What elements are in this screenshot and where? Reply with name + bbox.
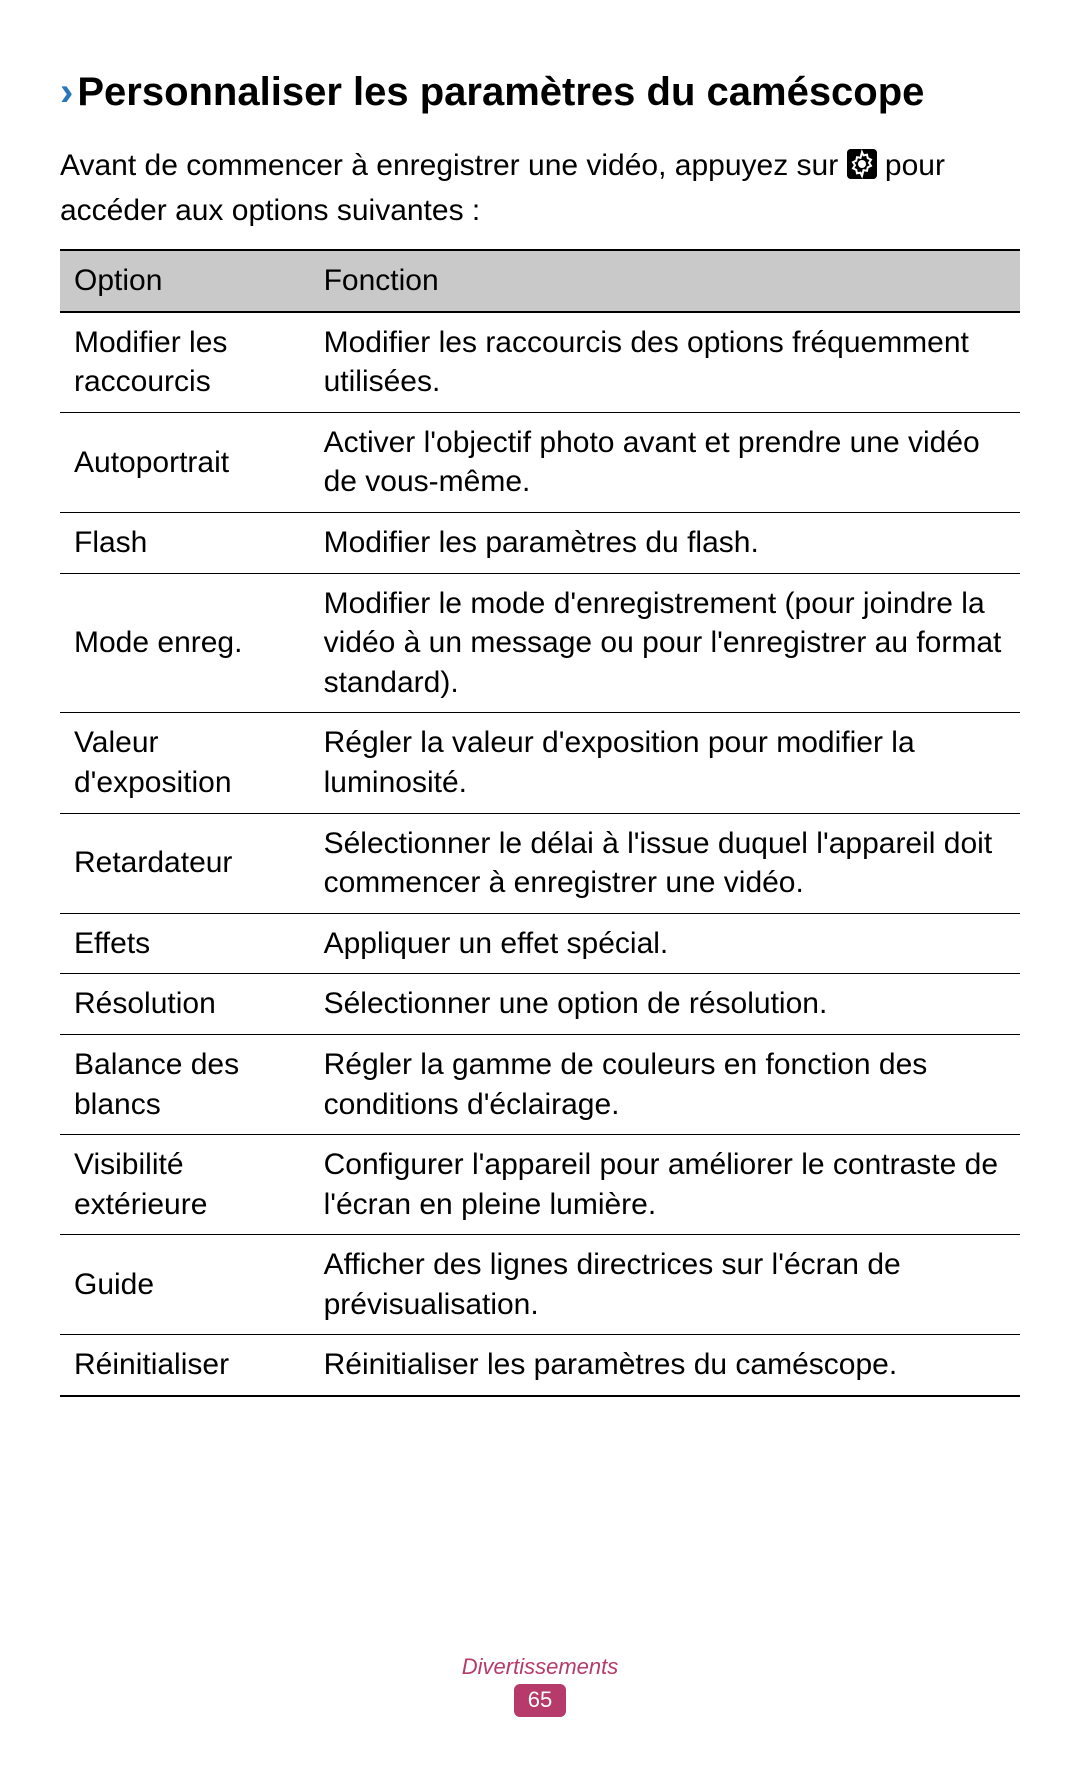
table-row: AutoportraitActiver l'objectif photo ava… bbox=[60, 412, 1020, 512]
cell-option: Retardateur bbox=[60, 813, 310, 913]
table-row: Valeur d'expositionRégler la valeur d'ex… bbox=[60, 713, 1020, 813]
intro-paragraph: Avant de commencer à enregistrer une vid… bbox=[60, 146, 1020, 231]
cell-fonction: Afficher des lignes directrices sur l'éc… bbox=[310, 1235, 1020, 1335]
table-row: Balance des blancsRégler la gamme de cou… bbox=[60, 1034, 1020, 1134]
cell-option: Flash bbox=[60, 512, 310, 573]
cell-option: Mode enreg. bbox=[60, 573, 310, 713]
cell-fonction: Modifier les paramètres du flash. bbox=[310, 512, 1020, 573]
cell-fonction: Modifier les raccourcis des options fréq… bbox=[310, 312, 1020, 413]
table-row: Visibilité extérieureConfigurer l'appare… bbox=[60, 1135, 1020, 1235]
table-row: Mode enreg.Modifier le mode d'enregistre… bbox=[60, 573, 1020, 713]
gear-icon bbox=[847, 149, 877, 191]
cell-fonction: Modifier le mode d'enregistrement (pour … bbox=[310, 573, 1020, 713]
section-heading: ›Personnaliser les paramètres du camésco… bbox=[60, 68, 1020, 116]
cell-fonction: Appliquer un effet spécial. bbox=[310, 913, 1020, 974]
page-number-badge: 65 bbox=[514, 1684, 566, 1717]
cell-option: Effets bbox=[60, 913, 310, 974]
cell-option: Autoportrait bbox=[60, 412, 310, 512]
page-footer: Divertissements 65 bbox=[0, 1654, 1080, 1717]
options-table: Option Fonction Modifier les raccourcisM… bbox=[60, 249, 1020, 1397]
table-header-row: Option Fonction bbox=[60, 250, 1020, 312]
table-body: Modifier les raccourcisModifier les racc… bbox=[60, 312, 1020, 1396]
cell-fonction: Sélectionner une option de résolution. bbox=[310, 974, 1020, 1035]
table-row: RésolutionSélectionner une option de rés… bbox=[60, 974, 1020, 1035]
manual-page: ›Personnaliser les paramètres du camésco… bbox=[0, 0, 1080, 1771]
cell-option: Valeur d'exposition bbox=[60, 713, 310, 813]
cell-fonction: Sélectionner le délai à l'issue duquel l… bbox=[310, 813, 1020, 913]
cell-option: Visibilité extérieure bbox=[60, 1135, 310, 1235]
cell-fonction: Réinitialiser les paramètres du caméscop… bbox=[310, 1335, 1020, 1396]
cell-option: Réinitialiser bbox=[60, 1335, 310, 1396]
col-header-fonction: Fonction bbox=[310, 250, 1020, 312]
cell-option: Guide bbox=[60, 1235, 310, 1335]
cell-option: Résolution bbox=[60, 974, 310, 1035]
table-row: RéinitialiserRéinitialiser les paramètre… bbox=[60, 1335, 1020, 1396]
footer-section-label: Divertissements bbox=[0, 1654, 1080, 1680]
table-row: Modifier les raccourcisModifier les racc… bbox=[60, 312, 1020, 413]
section-heading-text: Personnaliser les paramètres du caméscop… bbox=[77, 70, 924, 114]
table-row: RetardateurSélectionner le délai à l'iss… bbox=[60, 813, 1020, 913]
table-row: EffetsAppliquer un effet spécial. bbox=[60, 913, 1020, 974]
table-row: GuideAfficher des lignes directrices sur… bbox=[60, 1235, 1020, 1335]
cell-option: Modifier les raccourcis bbox=[60, 312, 310, 413]
table-row: FlashModifier les paramètres du flash. bbox=[60, 512, 1020, 573]
cell-fonction: Régler la gamme de couleurs en fonction … bbox=[310, 1034, 1020, 1134]
chevron-icon: › bbox=[60, 70, 73, 114]
cell-fonction: Activer l'objectif photo avant et prendr… bbox=[310, 412, 1020, 512]
cell-option: Balance des blancs bbox=[60, 1034, 310, 1134]
cell-fonction: Configurer l'appareil pour améliorer le … bbox=[310, 1135, 1020, 1235]
col-header-option: Option bbox=[60, 250, 310, 312]
intro-text-before: Avant de commencer à enregistrer une vid… bbox=[60, 149, 847, 182]
cell-fonction: Régler la valeur d'exposition pour modif… bbox=[310, 713, 1020, 813]
